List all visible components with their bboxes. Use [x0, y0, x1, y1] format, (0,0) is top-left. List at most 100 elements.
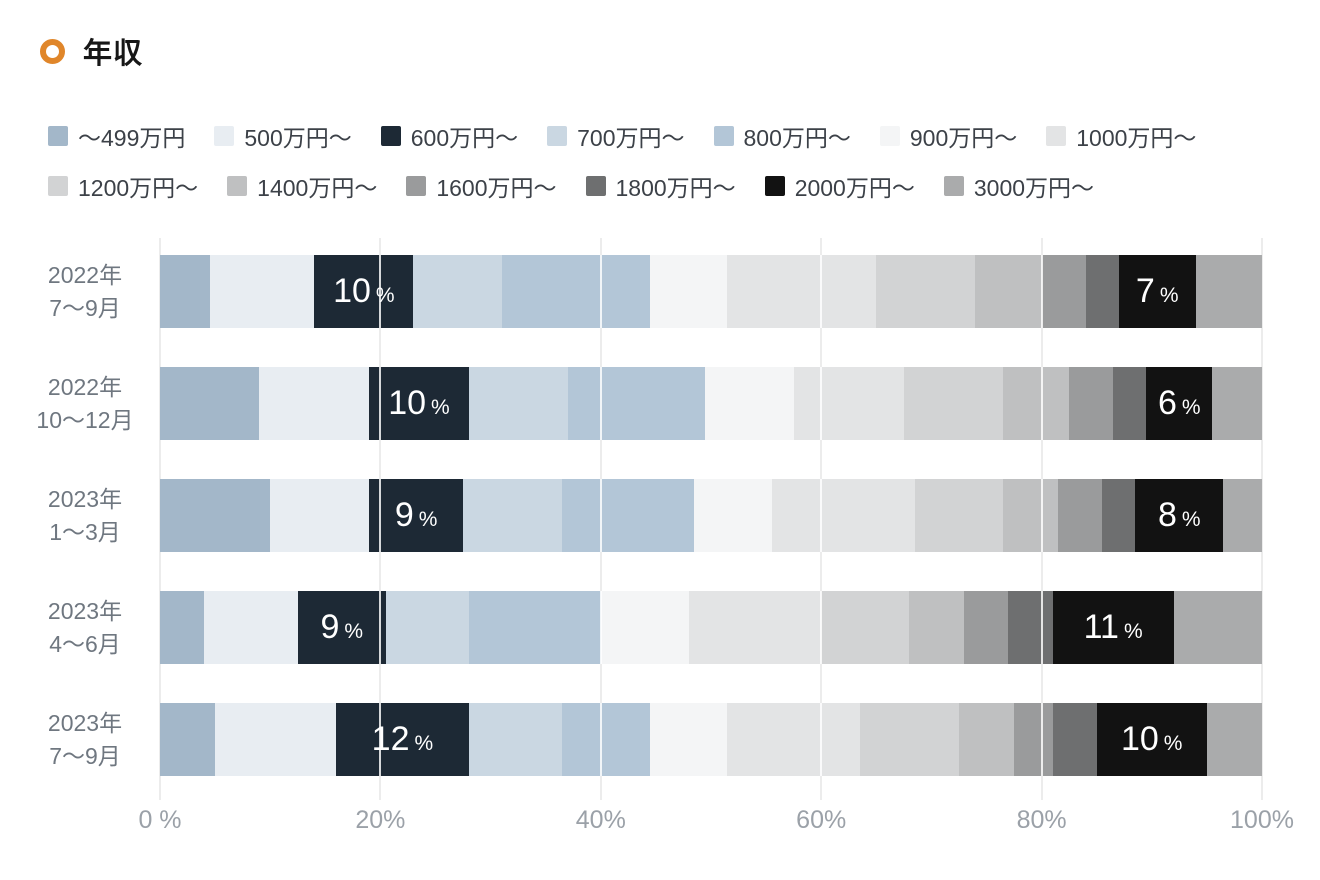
legend-label: 900万円〜 [909, 125, 1018, 151]
bar-segment [975, 255, 1042, 328]
bar-segment [413, 255, 502, 328]
title-bullet-icon [40, 38, 65, 64]
bar-segment [688, 591, 822, 664]
gridline-overlay [599, 255, 602, 328]
gridline [1261, 238, 1263, 800]
x-tick-label: 100% [1230, 806, 1294, 834]
segment-value-number: 6 [1157, 384, 1177, 422]
legend-swatch [380, 126, 401, 146]
x-tick-label: 20% [355, 806, 406, 834]
legend-swatch [227, 176, 248, 196]
bar-segment [567, 367, 706, 440]
bar-segment [160, 591, 205, 664]
bar-segment [1052, 703, 1097, 776]
bar-segment [204, 591, 298, 664]
legend-label: 1800万円〜 [615, 175, 736, 201]
legend-item: 600万円〜 [380, 119, 519, 153]
legend-item: 900万円〜 [879, 119, 1018, 153]
category-year: 2023年 [47, 485, 123, 512]
legend-label: 1200万円〜 [78, 175, 199, 201]
x-tick-label: 60% [796, 806, 847, 834]
category-year: 2023年 [47, 597, 123, 624]
gridline-overlay [599, 591, 602, 664]
page-title: 年収 [83, 38, 144, 70]
category-label: 2023年 4〜6月 [15, 595, 155, 661]
legend-row-2: 1200万円〜 1400万円〜 1600万円〜 1800万円〜 2000万円〜 3000万… [48, 169, 1298, 203]
bar-segment [215, 703, 337, 776]
x-tick-label: 0 % [138, 806, 182, 834]
legend-item: 1000万円〜 [1046, 119, 1196, 153]
bar-segment [600, 591, 689, 664]
legend-swatch [943, 176, 964, 196]
segment-value-unit: % [1123, 620, 1143, 643]
segment-value-number: 12 [371, 720, 410, 758]
legend-swatch [547, 126, 568, 146]
category-months: 4〜6月 [49, 630, 121, 657]
segment-value-number: 11 [1083, 608, 1119, 646]
bar-segment [160, 255, 210, 328]
gridline-overlay [599, 367, 602, 440]
bar-segment [1102, 479, 1136, 552]
gridline-overlay [379, 479, 382, 552]
segment-value-unit: % [344, 620, 364, 643]
legend-item: 500万円〜 [214, 119, 352, 153]
legend-item: 1800万円〜 [585, 169, 736, 203]
bar-row-3: 9% 11% [160, 591, 1262, 664]
segment-value-label: 10% [1121, 720, 1183, 759]
bar-segment [562, 703, 651, 776]
bar-segment [1173, 591, 1262, 664]
gridline-overlay [1040, 367, 1043, 440]
gridline-overlay [379, 255, 382, 328]
bar-row-1: 10% 6% [160, 367, 1262, 440]
bar-segment [1085, 255, 1119, 328]
legend-item: 800万円〜 [713, 119, 851, 153]
bar-row-4: 12% 10% [160, 703, 1262, 776]
segment-value-label: 10% [388, 384, 450, 423]
bar-segment [705, 367, 794, 440]
bar-row-0: 10% 7% [160, 255, 1262, 328]
bar-segment [1212, 367, 1262, 440]
bar-segment [1002, 479, 1059, 552]
bar-segment [463, 479, 563, 552]
segment-value-unit: % [375, 284, 395, 307]
legend-label: 800万円〜 [743, 125, 851, 151]
bar-segment [650, 703, 728, 776]
bar-segment [501, 255, 651, 328]
bar-segment [1002, 367, 1070, 440]
segment-value-label: 11% [1084, 608, 1143, 647]
gridline-overlay [379, 703, 382, 776]
legend-swatch [585, 176, 606, 196]
legend-label: 1600万円〜 [436, 175, 557, 201]
bar-segment [562, 479, 695, 552]
category-label: 2023年 7〜9月 [15, 707, 155, 773]
segment-value-unit: % [1159, 284, 1179, 307]
segment-value-number: 9 [394, 496, 414, 534]
legend-item: 3000万円〜 [943, 169, 1094, 203]
bar-segment: 12% [336, 703, 469, 776]
bar-segment: 10% [369, 367, 469, 440]
bar-segment [1058, 479, 1103, 552]
legend-item: 700万円〜 [547, 119, 685, 153]
bar-segment [468, 591, 601, 664]
bar-segment [160, 479, 271, 552]
legend-swatch [214, 126, 235, 146]
bar-segment: 7% [1118, 255, 1196, 328]
segment-value-unit: % [418, 508, 438, 531]
bar-segment: 9% [297, 591, 386, 664]
gridline-overlay [1040, 591, 1043, 664]
bar-segment [160, 703, 216, 776]
segment-value-unit: % [1163, 732, 1183, 755]
bar-segment [727, 703, 860, 776]
bar-segment [821, 591, 910, 664]
legend-label: 600万円〜 [410, 125, 519, 151]
gridline-overlay [599, 703, 602, 776]
category-months: 7〜9月 [49, 294, 121, 321]
bar-segment [1206, 703, 1262, 776]
segment-value-label: 6% [1158, 384, 1201, 423]
category-months: 10〜12月 [36, 406, 134, 433]
segment-value-number: 9 [320, 608, 340, 646]
gridline-overlay [820, 703, 823, 776]
gridline-overlay [1040, 703, 1043, 776]
bar-segment: 10% [314, 255, 414, 328]
legend-swatch [764, 176, 785, 196]
